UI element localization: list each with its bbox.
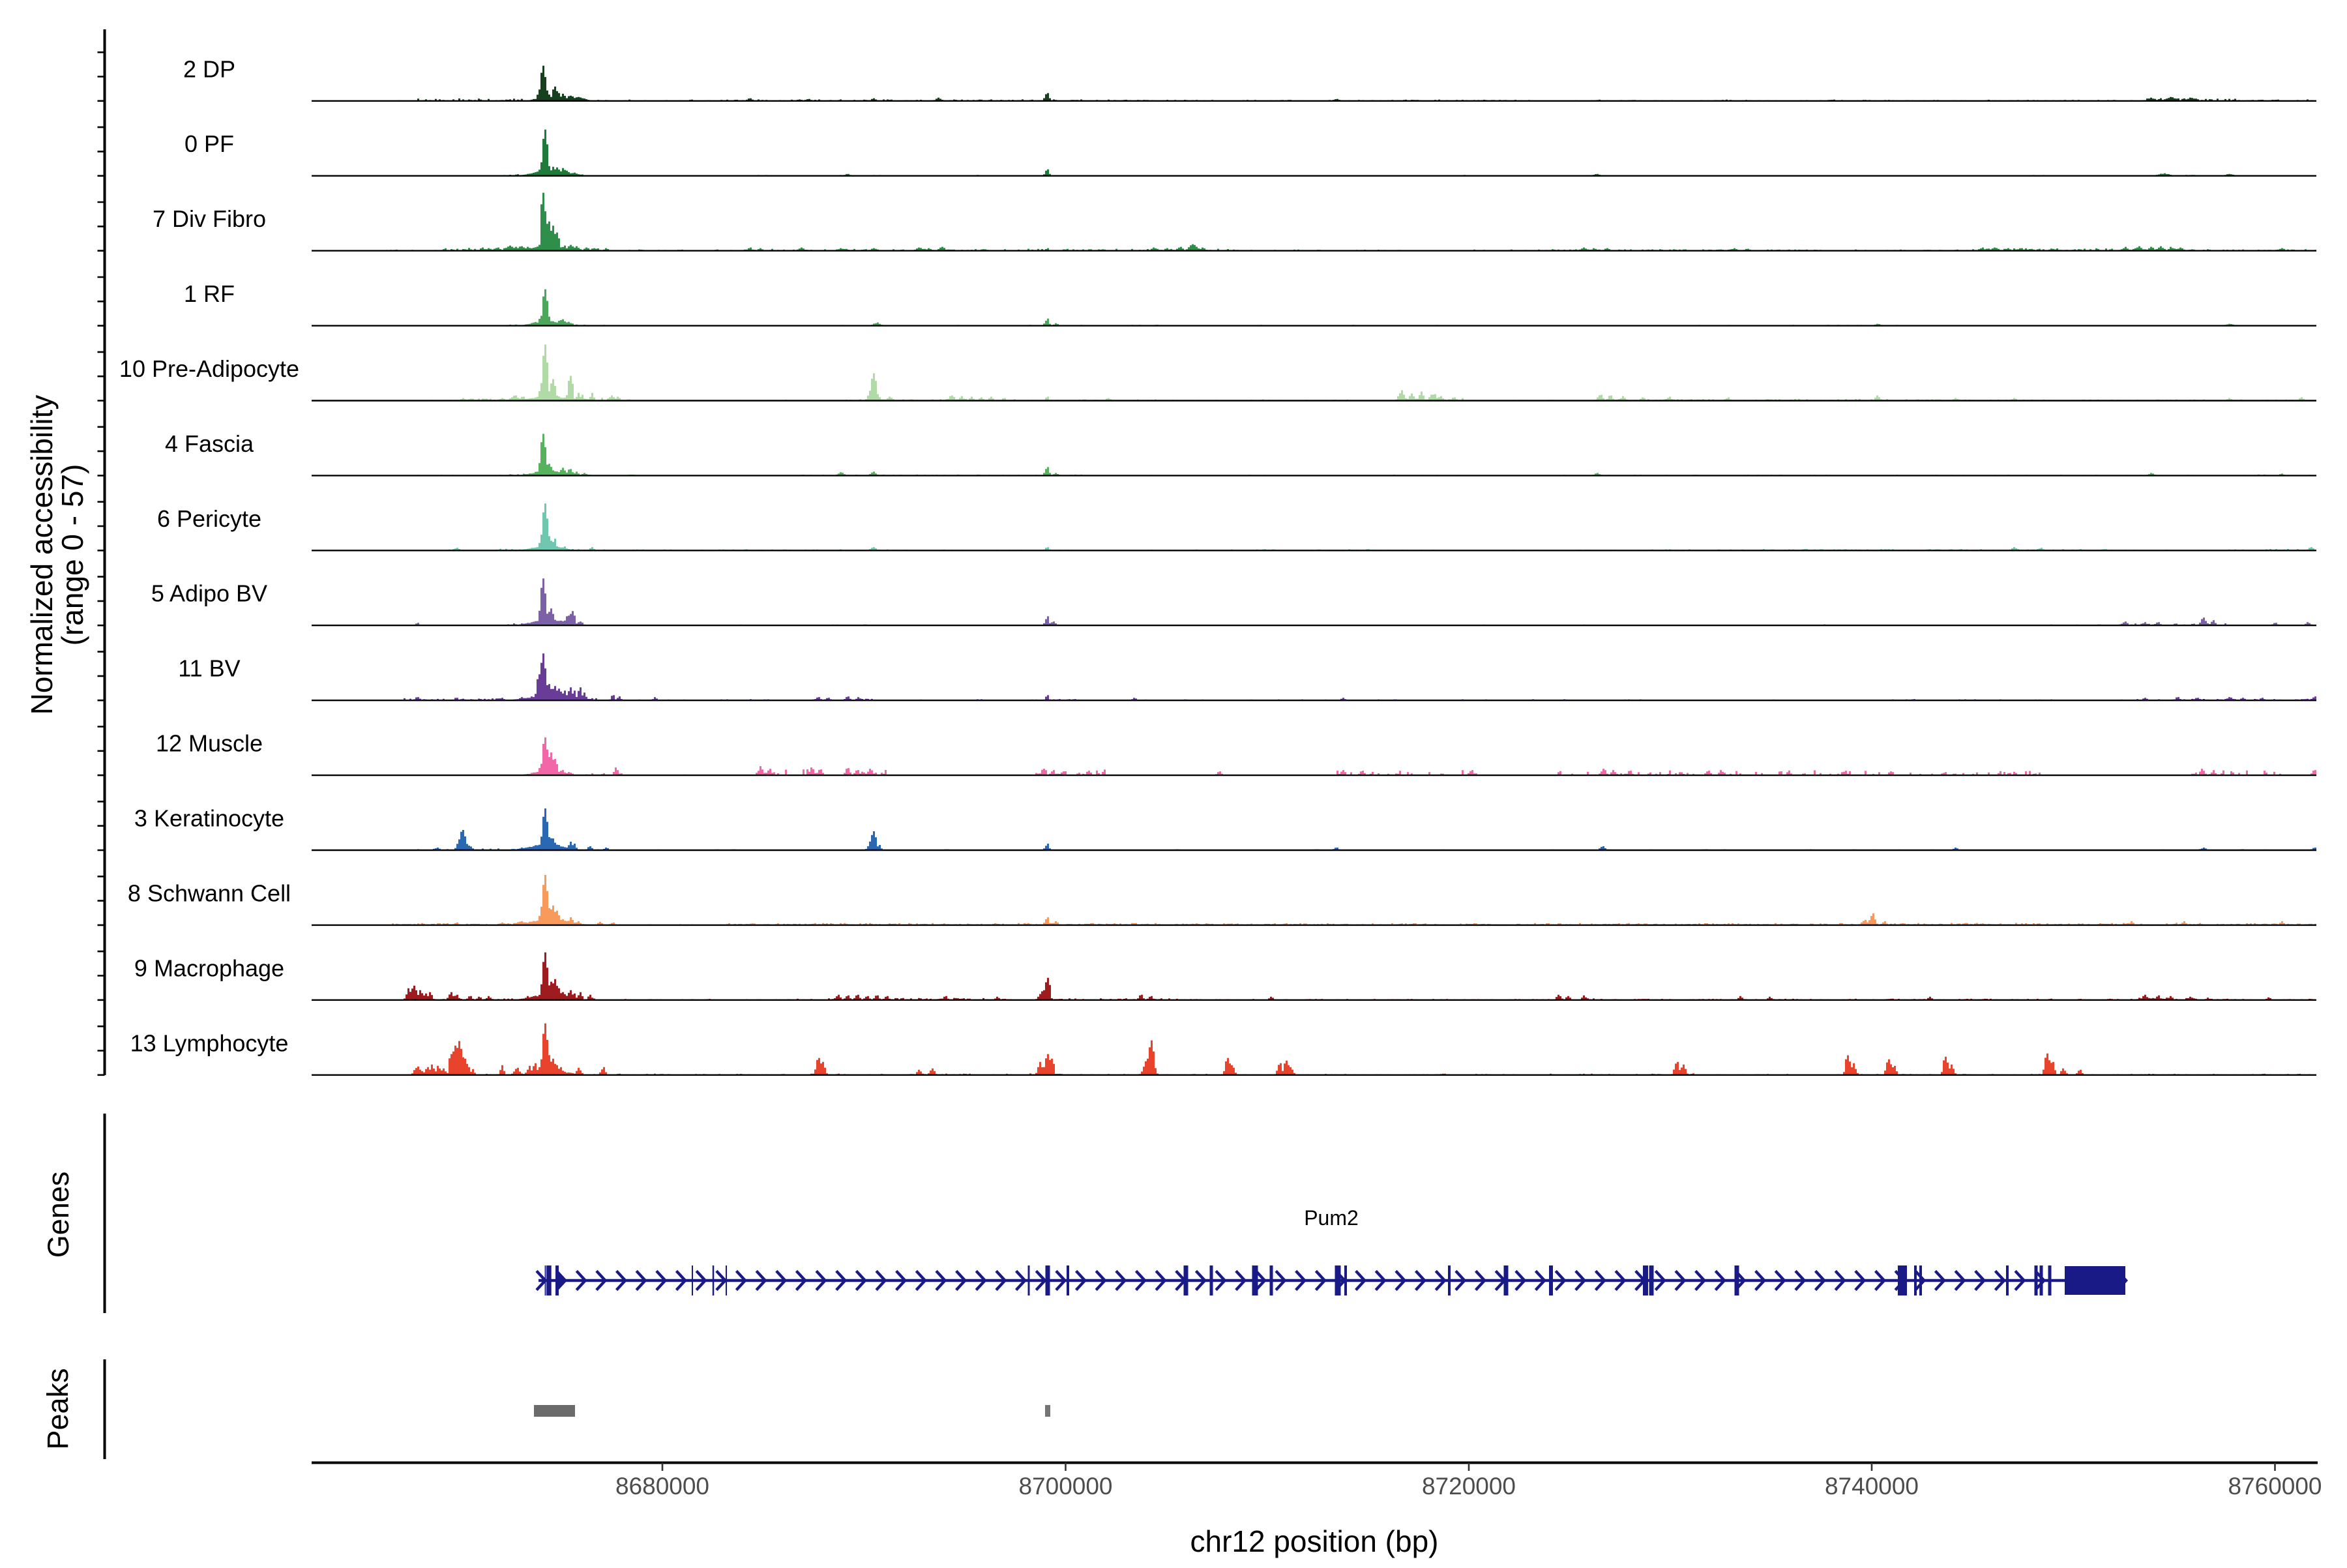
svg-text:7 Div Fibro: 7 Div Fibro <box>153 205 266 232</box>
svg-text:Genes: Genes <box>42 1172 75 1258</box>
svg-text:9 Macrophage: 9 Macrophage <box>134 954 284 981</box>
svg-text:8700000: 8700000 <box>1018 1473 1112 1500</box>
svg-text:Pum2: Pum2 <box>1304 1206 1359 1230</box>
svg-text:8760000: 8760000 <box>2228 1473 2322 1500</box>
svg-text:8 Schwann Cell: 8 Schwann Cell <box>128 880 291 906</box>
svg-text:Normalized accessibility: Normalized accessibility <box>25 395 59 715</box>
svg-text:5 Adipo BV: 5 Adipo BV <box>151 580 267 607</box>
svg-text:2 DP: 2 DP <box>183 55 235 82</box>
svg-text:6 Pericyte: 6 Pericyte <box>157 505 261 532</box>
svg-text:chr12 position (bp): chr12 position (bp) <box>1190 1524 1439 1558</box>
svg-text:(range 0 - 57): (range 0 - 57) <box>55 464 89 646</box>
svg-text:12 Muscle: 12 Muscle <box>156 730 263 757</box>
svg-text:4 Fascia: 4 Fascia <box>165 430 254 457</box>
svg-text:3 Keratinocyte: 3 Keratinocyte <box>134 805 284 832</box>
svg-text:0 PF: 0 PF <box>185 130 234 157</box>
svg-text:13 Lymphocyte: 13 Lymphocyte <box>130 1029 289 1056</box>
svg-text:Peaks: Peaks <box>41 1368 74 1449</box>
svg-text:8720000: 8720000 <box>1422 1473 1516 1500</box>
svg-text:8740000: 8740000 <box>1825 1473 1919 1500</box>
svg-text:11 BV: 11 BV <box>178 655 240 682</box>
svg-text:1 RF: 1 RF <box>184 280 235 307</box>
svg-text:8680000: 8680000 <box>615 1473 709 1500</box>
svg-text:10 Pre-Adipocyte: 10 Pre-Adipocyte <box>119 355 299 382</box>
